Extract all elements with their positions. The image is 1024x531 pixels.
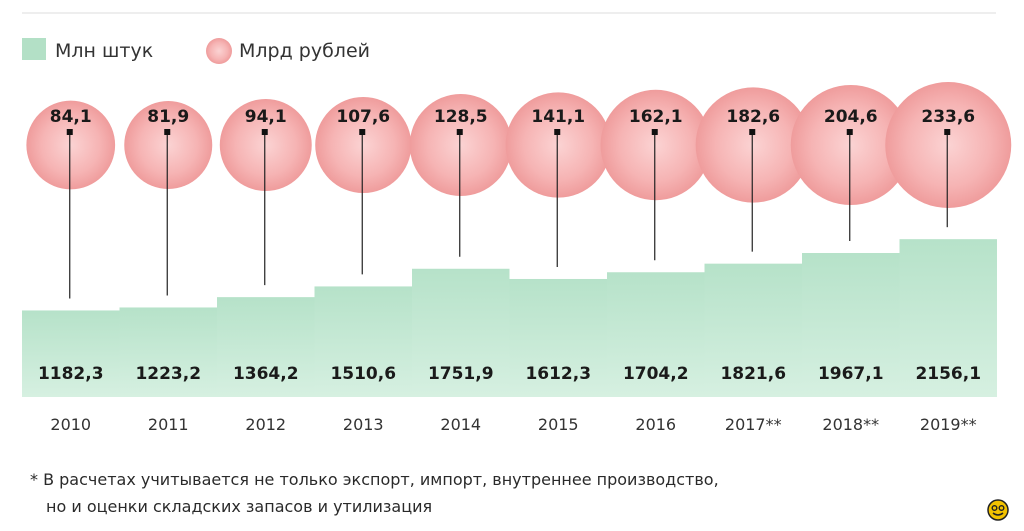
bubble-value-label-1: 81,9 xyxy=(147,107,189,127)
bubble-value-label-0: 84,1 xyxy=(50,107,92,127)
legend-swatch-bars xyxy=(22,38,46,60)
year-label-4: 2014 xyxy=(440,415,481,434)
bar-value-label-1: 1223,2 xyxy=(135,364,201,384)
bars-layer: 1182,3 1223,2 1364,2 1510,6 1751,9 1612,3 1704… xyxy=(22,239,997,397)
year-label-2: 2012 xyxy=(245,415,286,434)
bubble-value-label-2: 94,1 xyxy=(245,107,287,127)
bubble-4 xyxy=(409,94,512,196)
year-label-3: 2013 xyxy=(343,415,384,434)
bubble-6 xyxy=(600,89,711,201)
bar-value-label-4: 1751,9 xyxy=(428,364,494,384)
footnote-line-1: * В расчетах учитывается не только экспо… xyxy=(30,470,719,489)
bubble-8 xyxy=(790,84,911,206)
year-label-6: 2016 xyxy=(635,415,676,434)
bar-value-label-9: 2156,1 xyxy=(915,364,981,384)
bar-9 xyxy=(899,239,997,397)
bar-3 xyxy=(314,286,412,397)
year-label-8: 2018** xyxy=(822,415,879,434)
bar-value-label-6: 1704,2 xyxy=(623,364,689,384)
bubble-value-label-3: 107,6 xyxy=(336,107,390,127)
bubble-3 xyxy=(315,96,412,194)
year-label-0: 2010 xyxy=(50,415,91,434)
bubble-value-label-5: 141,1 xyxy=(531,107,585,127)
year-label-7: 2017** xyxy=(725,415,782,434)
bar-6 xyxy=(607,272,705,397)
connector-dot-1 xyxy=(164,129,171,135)
bar-value-label-7: 1821,6 xyxy=(720,364,786,384)
bar-value-label-0: 1182,3 xyxy=(38,364,104,384)
bar-4 xyxy=(412,268,510,397)
bar-value-label-3: 1510,6 xyxy=(330,364,396,384)
connector-dot-9 xyxy=(944,129,951,135)
chart: Млн штук Млрд рублей 1182,3 1223,2 1364,2 1… xyxy=(22,12,1012,434)
footnote: * В расчетах учитывается не только экспо… xyxy=(30,466,719,520)
year-label-1: 2011 xyxy=(148,415,189,434)
legend-swatch-bubbles xyxy=(206,38,232,64)
connector-dot-3 xyxy=(359,129,366,135)
bar-1 xyxy=(119,307,217,397)
year-labels: 2010 2011 2012 2013 2014 2015 2016 2017** 2018**… xyxy=(50,415,976,434)
bubble-value-label-8: 204,6 xyxy=(824,107,878,127)
footnote-line-2: но и оценки складских запасов и утилизац… xyxy=(46,497,433,516)
bar-0 xyxy=(22,310,120,397)
bar-value-label-2: 1364,2 xyxy=(233,364,299,384)
connector-dot-6 xyxy=(651,129,658,135)
bar-value-label-8: 1967,1 xyxy=(818,364,884,384)
connector-dot-7 xyxy=(749,129,756,135)
bubble-5 xyxy=(505,92,611,198)
connector-dot-5 xyxy=(554,129,561,135)
connector-dot-0 xyxy=(66,129,73,135)
bubble-value-label-9: 233,6 xyxy=(921,107,975,127)
bar-2 xyxy=(217,297,315,397)
bubble-value-label-7: 182,6 xyxy=(726,107,780,127)
bubble-2 xyxy=(219,99,312,191)
bubble-1 xyxy=(124,101,213,189)
bubble-value-label-4: 128,5 xyxy=(434,107,488,127)
bubble-9 xyxy=(885,82,1012,208)
year-label-5: 2015 xyxy=(538,415,579,434)
year-label-9: 2019** xyxy=(920,415,977,434)
bubble-value-label-6: 162,1 xyxy=(629,107,683,127)
bubbles-layer: 84,1 81,9 94,1 107,6 128,5 141,1 162,1 182,6 204… xyxy=(26,82,1012,299)
legend: Млн штук Млрд рублей xyxy=(22,38,370,64)
bar-value-label-5: 1612,3 xyxy=(525,364,591,384)
bar-7 xyxy=(704,263,802,397)
bar-5 xyxy=(509,278,607,397)
connector-dot-4 xyxy=(456,129,463,135)
bar-8 xyxy=(802,253,900,397)
bubble-7 xyxy=(695,87,811,203)
smiley-logo-icon xyxy=(987,499,1009,521)
connector-dot-2 xyxy=(261,129,268,135)
bubble-0 xyxy=(26,100,116,190)
legend-label-bars: Млн штук xyxy=(55,40,153,62)
connector-dot-8 xyxy=(846,129,853,135)
legend-label-bubbles: Млрд рублей xyxy=(239,40,370,62)
